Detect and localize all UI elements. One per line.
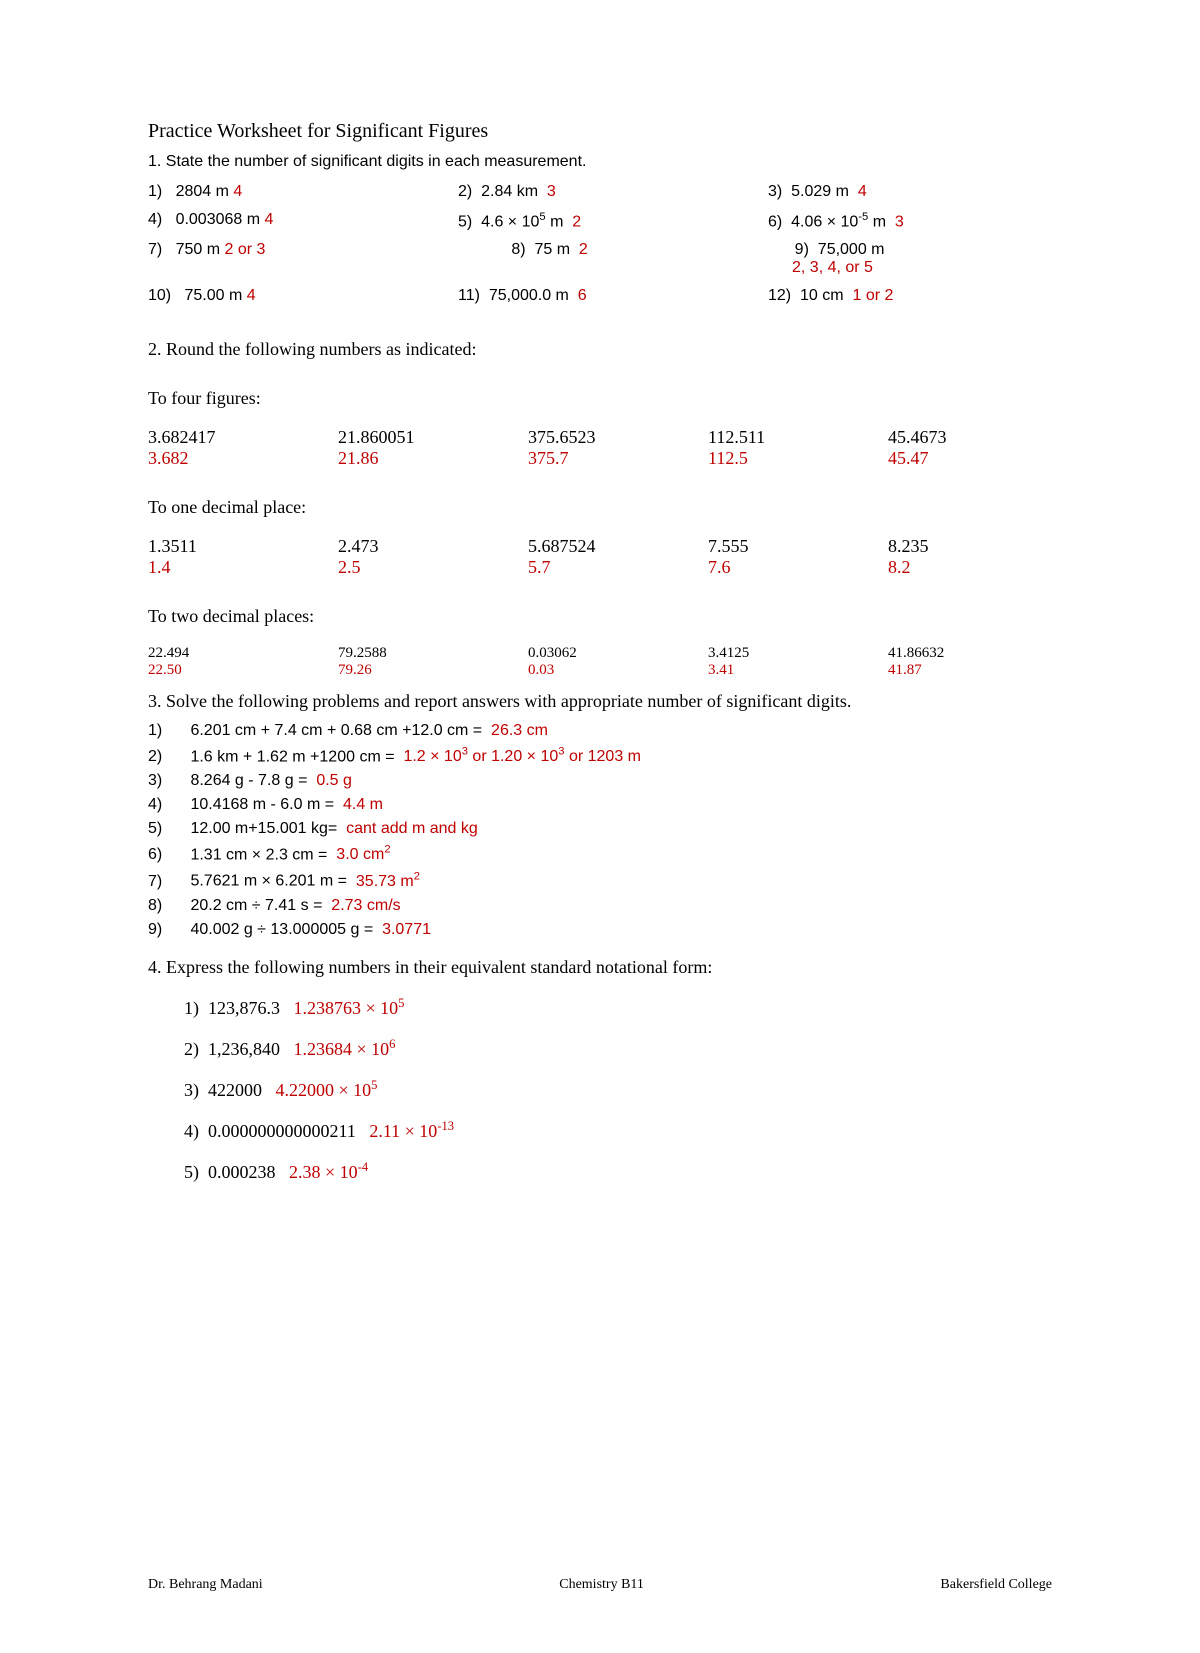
rounding-question: 7.555 <box>708 536 888 557</box>
section3-lines: 1) 6.201 cm + 7.4 cm + 0.68 cm +12.0 cm … <box>148 722 1052 939</box>
rounding-group-label: To four figures: <box>148 388 1052 409</box>
problem-line: 5) 12.00 m+15.001 kg= cant add m and kg <box>148 820 1052 838</box>
section2-heading: 2. Round the following numbers as indica… <box>148 339 1052 360</box>
rounding-answer: 1.4 <box>148 557 338 578</box>
sigfig-row: 7) 750 m 2 or 3 8) 75 m 2 9) 75,000 m2, … <box>148 241 1052 277</box>
rounding-answers-row: 1.42.55.77.68.2 <box>148 557 1052 578</box>
worksheet-page: Practice Worksheet for Significant Figur… <box>0 0 1200 1653</box>
section1-grid: 1) 2804 m 42) 2.84 km 33) 5.029 m 4 4) 0.… <box>148 183 1052 305</box>
rounding-answer: 375.7 <box>528 448 708 469</box>
notation-line: 2) 1,236,840 1.23684 × 106 <box>184 1037 1052 1060</box>
rounding-question: 2.473 <box>338 536 528 557</box>
notation-line: 4) 0.000000000000211 2.11 × 10-13 <box>184 1119 1052 1142</box>
rounding-questions-row: 22.49479.25880.030623.412541.86632 <box>148 645 1052 662</box>
section2-groups: To four figures: 3.68241721.860051375.652… <box>148 388 1052 679</box>
section4-lines: 1) 123,876.3 1.238763 × 105 2) 1,236,840 … <box>148 996 1052 1183</box>
sigfig-row: 4) 0.003068 m 45) 4.6 × 105 m 26) 4.06 ×… <box>148 211 1052 231</box>
sigfig-row: 1) 2804 m 42) 2.84 km 33) 5.029 m 4 <box>148 183 1052 201</box>
rounding-answer: 8.2 <box>888 557 1048 578</box>
rounding-question: 21.860051 <box>338 427 528 448</box>
problem-line: 1) 6.201 cm + 7.4 cm + 0.68 cm +12.0 cm … <box>148 722 1052 740</box>
rounding-question: 3.682417 <box>148 427 338 448</box>
rounding-answer: 7.6 <box>708 557 888 578</box>
rounding-question: 1.3511 <box>148 536 338 557</box>
sigfig-cell: 3) 5.029 m 4 <box>768 183 1048 201</box>
rounding-answer: 3.682 <box>148 448 338 469</box>
rounding-answer: 3.41 <box>708 662 888 679</box>
problem-line: 4) 10.4168 m - 6.0 m = 4.4 m <box>148 796 1052 814</box>
sigfig-cell: 9) 75,000 m2, 3, 4, or 5 <box>768 241 1048 277</box>
sigfig-cell: 11) 75,000.0 m 6 <box>458 287 768 305</box>
problem-line: 9) 40.002 g ÷ 13.000005 g = 3.0771 <box>148 921 1052 939</box>
rounding-question: 79.2588 <box>338 645 528 662</box>
footer-center: Chemistry B11 <box>559 1577 644 1593</box>
rounding-question: 3.4125 <box>708 645 888 662</box>
footer-right: Bakersfield College <box>940 1577 1052 1593</box>
sigfig-cell: 8) 75 m 2 <box>458 241 768 277</box>
rounding-answer: 0.03 <box>528 662 708 679</box>
sigfig-row: 10) 75.00 m 411) 75,000.0 m 612) 10 cm 1… <box>148 287 1052 305</box>
rounding-answer: 41.87 <box>888 662 1048 679</box>
rounding-answer: 22.50 <box>148 662 338 679</box>
rounding-question: 112.511 <box>708 427 888 448</box>
notation-line: 1) 123,876.3 1.238763 × 105 <box>184 996 1052 1019</box>
sigfig-cell: 5) 4.6 × 105 m 2 <box>458 211 768 231</box>
sigfig-cell: 12) 10 cm 1 or 2 <box>768 287 1048 305</box>
sigfig-cell: 2) 2.84 km 3 <box>458 183 768 201</box>
rounding-group-label: To one decimal place: <box>148 497 1052 518</box>
rounding-group-label: To two decimal places: <box>148 606 1052 627</box>
problem-line: 2) 1.6 km + 1.62 m +1200 cm = 1.2 × 103 … <box>148 746 1052 766</box>
problem-line: 7) 5.7621 m × 6.201 m = 35.73 m2 <box>148 870 1052 890</box>
rounding-question: 8.235 <box>888 536 1048 557</box>
rounding-question: 41.86632 <box>888 645 1048 662</box>
sigfig-cell: 7) 750 m 2 or 3 <box>148 241 458 277</box>
footer-left: Dr. Behrang Madani <box>148 1577 263 1593</box>
sigfig-cell: 10) 75.00 m 4 <box>148 287 458 305</box>
rounding-questions-row: 1.35112.4735.6875247.5558.235 <box>148 536 1052 557</box>
notation-line: 5) 0.000238 2.38 × 10-4 <box>184 1160 1052 1183</box>
rounding-question: 0.03062 <box>528 645 708 662</box>
rounding-answer: 45.47 <box>888 448 1048 469</box>
sigfig-cell: 6) 4.06 × 10-5 m 3 <box>768 211 1048 231</box>
rounding-answer: 21.86 <box>338 448 528 469</box>
rounding-answers-row: 22.5079.260.033.4141.87 <box>148 662 1052 679</box>
page-title: Practice Worksheet for Significant Figur… <box>148 120 1052 143</box>
rounding-question: 22.494 <box>148 645 338 662</box>
rounding-question: 45.4673 <box>888 427 1048 448</box>
rounding-questions-row: 3.68241721.860051375.6523112.51145.4673 <box>148 427 1052 448</box>
rounding-answer: 112.5 <box>708 448 888 469</box>
problem-line: 6) 1.31 cm × 2.3 cm = 3.0 cm2 <box>148 844 1052 864</box>
problem-line: 8) 20.2 cm ÷ 7.41 s = 2.73 cm/s <box>148 897 1052 915</box>
rounding-answer: 79.26 <box>338 662 528 679</box>
page-footer: Dr. Behrang Madani Chemistry B11 Bakersf… <box>148 1577 1052 1593</box>
notation-line: 3) 422000 4.22000 × 105 <box>184 1078 1052 1101</box>
sigfig-cell: 4) 0.003068 m 4 <box>148 211 458 231</box>
rounding-answer: 2.5 <box>338 557 528 578</box>
rounding-question: 5.687524 <box>528 536 708 557</box>
problem-line: 3) 8.264 g - 7.8 g = 0.5 g <box>148 772 1052 790</box>
section4-heading: 4. Express the following numbers in thei… <box>148 957 1052 978</box>
sigfig-cell: 1) 2804 m 4 <box>148 183 458 201</box>
section3-heading: 3. Solve the following problems and repo… <box>148 689 1052 713</box>
rounding-answers-row: 3.68221.86375.7112.545.47 <box>148 448 1052 469</box>
rounding-answer: 5.7 <box>528 557 708 578</box>
rounding-question: 375.6523 <box>528 427 708 448</box>
section1-heading: 1. State the number of significant digit… <box>148 153 1052 171</box>
